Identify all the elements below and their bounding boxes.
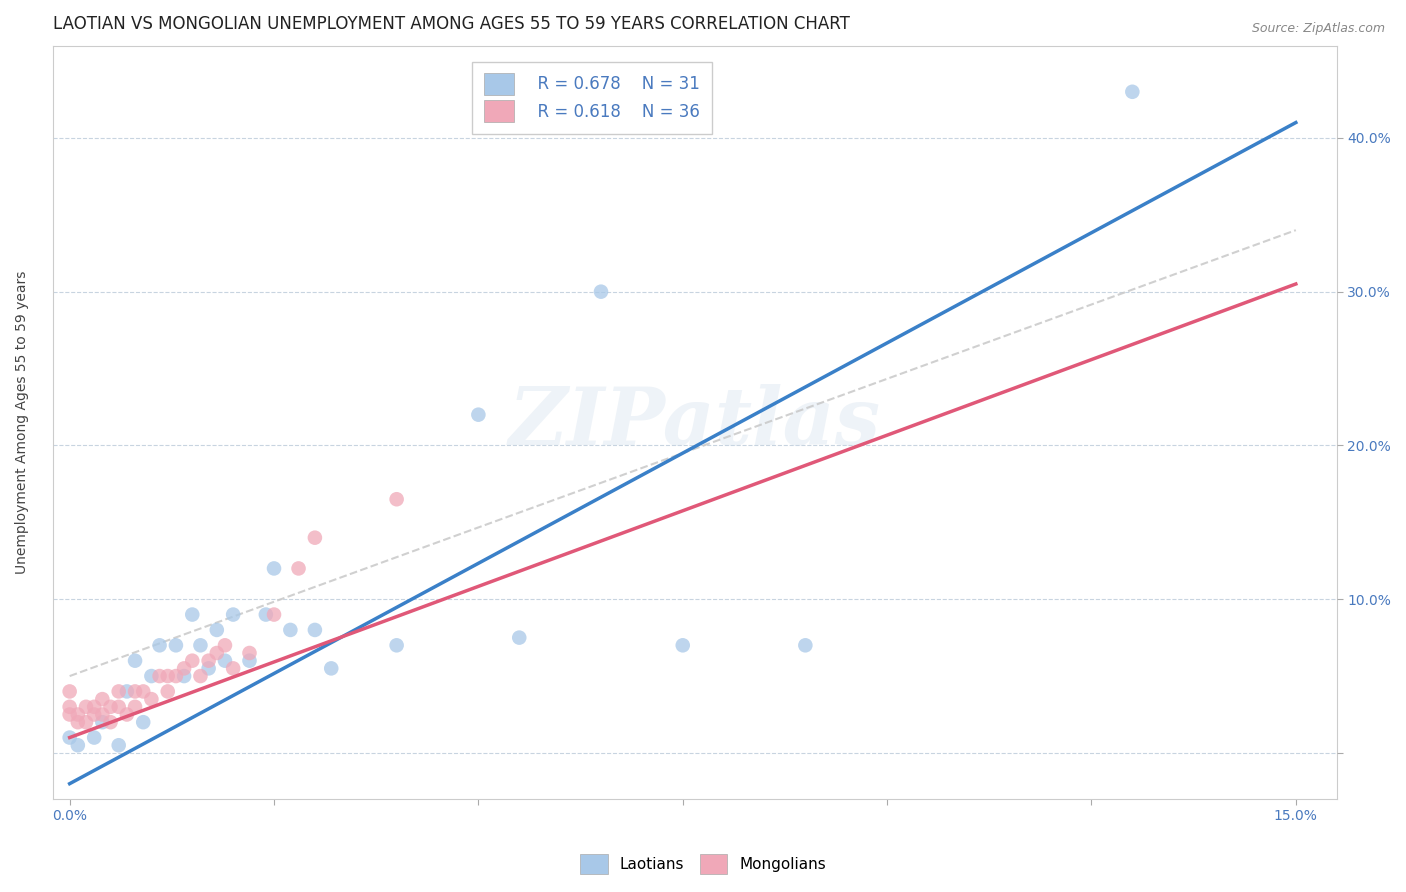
Point	[91, 692, 114, 706]
Point	[238, 646, 260, 660]
Point	[59, 699, 82, 714]
Point	[190, 638, 212, 652]
Point	[148, 638, 170, 652]
Point	[165, 669, 187, 683]
Point	[66, 707, 89, 722]
Point	[83, 699, 105, 714]
Point	[66, 715, 89, 730]
Point	[263, 607, 285, 622]
Point	[75, 699, 97, 714]
Point	[508, 631, 530, 645]
Point	[222, 661, 245, 675]
Point	[205, 623, 228, 637]
Text: ZIPatlas: ZIPatlas	[509, 384, 882, 461]
Point	[304, 531, 326, 545]
Point	[83, 707, 105, 722]
Point	[100, 699, 122, 714]
Point	[141, 669, 163, 683]
Point	[75, 715, 97, 730]
Point	[467, 408, 489, 422]
Point	[141, 692, 163, 706]
Point	[91, 715, 114, 730]
Point	[156, 684, 179, 698]
Point	[107, 699, 129, 714]
Point	[124, 654, 146, 668]
Point	[59, 684, 82, 698]
Point	[287, 561, 309, 575]
Point	[165, 638, 187, 652]
Point	[238, 654, 260, 668]
Point	[173, 661, 195, 675]
Point	[83, 731, 105, 745]
Point	[254, 607, 277, 622]
Point	[115, 684, 138, 698]
Point	[197, 654, 219, 668]
Point	[214, 638, 236, 652]
Point	[100, 715, 122, 730]
Point	[181, 607, 204, 622]
Point	[66, 738, 89, 752]
Point	[1121, 85, 1143, 99]
Point	[107, 738, 129, 752]
Point	[672, 638, 695, 652]
Point	[304, 623, 326, 637]
Point	[190, 669, 212, 683]
Point	[205, 646, 228, 660]
Point	[59, 731, 82, 745]
Point	[385, 492, 408, 507]
Legend: Laotians, Mongolians: Laotians, Mongolians	[574, 848, 832, 880]
Point	[181, 654, 204, 668]
Point	[91, 707, 114, 722]
Point	[173, 669, 195, 683]
Point	[321, 661, 343, 675]
Point	[263, 561, 285, 575]
Point	[280, 623, 302, 637]
Legend:   R = 0.678    N = 31,   R = 0.618    N = 36: R = 0.678 N = 31, R = 0.618 N = 36	[472, 62, 711, 134]
Point	[148, 669, 170, 683]
Y-axis label: Unemployment Among Ages 55 to 59 years: Unemployment Among Ages 55 to 59 years	[15, 270, 30, 574]
Point	[124, 699, 146, 714]
Point	[115, 707, 138, 722]
Text: Source: ZipAtlas.com: Source: ZipAtlas.com	[1251, 22, 1385, 36]
Text: LAOTIAN VS MONGOLIAN UNEMPLOYMENT AMONG AGES 55 TO 59 YEARS CORRELATION CHART: LAOTIAN VS MONGOLIAN UNEMPLOYMENT AMONG …	[53, 15, 851, 33]
Point	[132, 715, 155, 730]
Point	[214, 654, 236, 668]
Point	[124, 684, 146, 698]
Point	[385, 638, 408, 652]
Point	[59, 707, 82, 722]
Point	[107, 684, 129, 698]
Point	[197, 661, 219, 675]
Point	[222, 607, 245, 622]
Point	[132, 684, 155, 698]
Point	[589, 285, 612, 299]
Point	[156, 669, 179, 683]
Point	[794, 638, 817, 652]
